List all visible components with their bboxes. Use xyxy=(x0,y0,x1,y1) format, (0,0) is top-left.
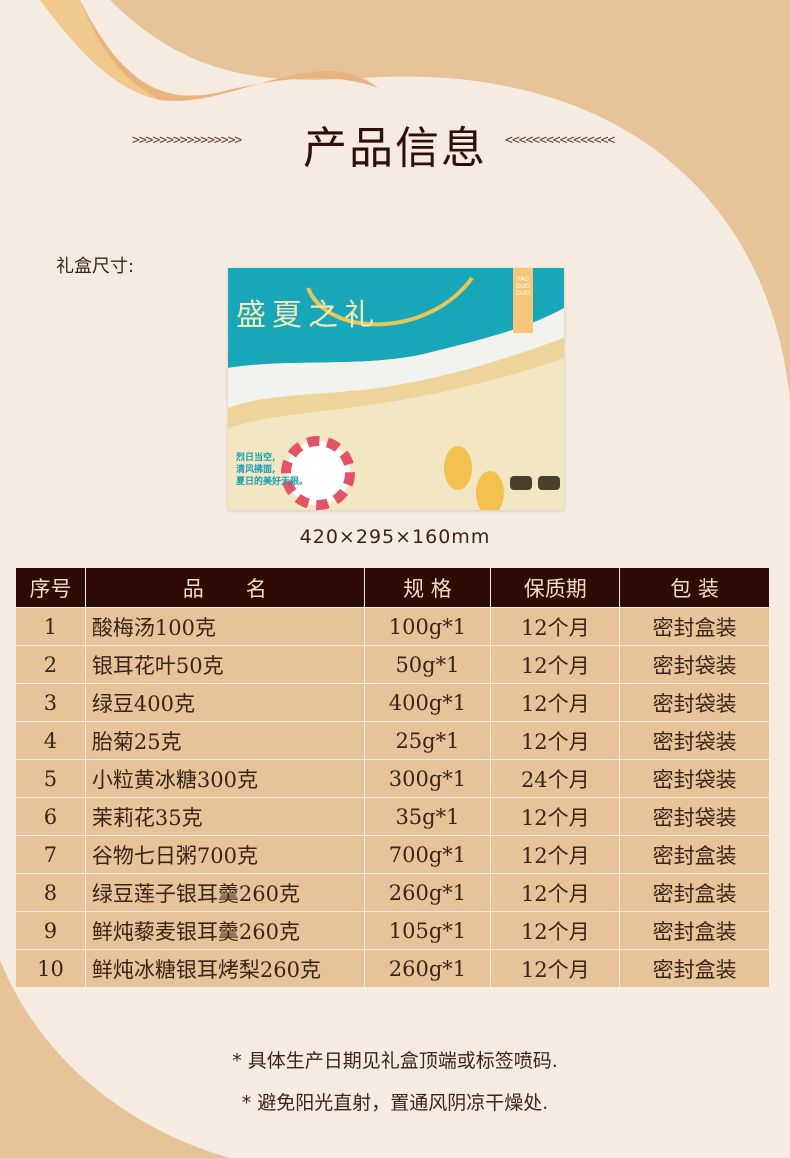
cell-packaging: 密封盒装 xyxy=(619,949,770,988)
cell-spec: 260g*1 xyxy=(363,873,492,912)
box-slogan: 烈日当空, 清风拂面, 夏日的美好无限。 xyxy=(236,453,309,487)
cell-packaging: 密封袋装 xyxy=(619,797,770,836)
cell-spec: 25g*1 xyxy=(363,721,492,760)
cell-index: 10 xyxy=(15,949,86,988)
table-row: 7 谷物七日粥700克 700g*1 12个月 密封盒装 xyxy=(15,835,770,874)
cell-index: 3 xyxy=(15,683,86,722)
table-row: 1 酸梅汤100克 100g*1 12个月 密封盒装 xyxy=(15,607,770,646)
box-brand-logo: YAO DUO DUO xyxy=(516,276,530,297)
cell-index: 6 xyxy=(15,797,86,836)
cell-name: 谷物七日粥700克 xyxy=(84,835,365,874)
cell-name: 绿豆莲子银耳羹260克 xyxy=(84,873,365,912)
cell-spec: 260g*1 xyxy=(363,949,492,988)
cell-index: 7 xyxy=(15,835,86,874)
note-production-date: * 具体生产日期见礼盒顶端或标签喷码. xyxy=(232,1050,558,1072)
cell-shelf-life: 12个月 xyxy=(490,797,621,836)
table-row: 8 绿豆莲子银耳羹260克 260g*1 12个月 密封盒装 xyxy=(15,873,770,912)
cell-index: 2 xyxy=(15,645,86,684)
header-index: 序号 xyxy=(15,567,86,608)
cell-shelf-life: 12个月 xyxy=(490,607,621,646)
table-row: 6 茉莉花35克 35g*1 12个月 密封袋装 xyxy=(15,797,770,836)
table-row: 4 胎菊25克 25g*1 12个月 密封袋装 xyxy=(15,721,770,760)
table-row: 3 绿豆400克 400g*1 12个月 密封袋装 xyxy=(15,683,770,722)
right-arrow-decoration: <<<<<<<<<<<<<<<< xyxy=(505,133,615,148)
table-row: 2 银耳花叶50克 50g*1 12个月 密封袋装 xyxy=(15,645,770,684)
cell-packaging: 密封袋装 xyxy=(619,759,770,798)
header-packaging: 包 装 xyxy=(619,567,770,608)
cell-spec: 700g*1 xyxy=(363,835,492,874)
cell-shelf-life: 12个月 xyxy=(490,645,621,684)
header-name: 品 名 xyxy=(84,567,365,608)
gift-box-image: 盛夏之礼 YAO DUO DUO 烈日当空, 清风拂面, 夏日的美好无限。 xyxy=(228,268,564,510)
cell-packaging: 密封盒装 xyxy=(619,835,770,874)
table-row: 10 鲜炖冰糖银耳烤梨260克 260g*1 12个月 密封盒装 xyxy=(15,949,770,988)
cell-packaging: 密封袋装 xyxy=(619,721,770,760)
cell-index: 4 xyxy=(15,721,86,760)
cell-shelf-life: 12个月 xyxy=(490,835,621,874)
table-row: 5 小粒黄冰糖300克 300g*1 24个月 密封袋装 xyxy=(15,759,770,798)
cell-index: 5 xyxy=(15,759,86,798)
cell-shelf-life: 24个月 xyxy=(490,759,621,798)
header-shelf-life: 保质期 xyxy=(490,567,621,608)
left-arrow-decoration: >>>>>>>>>>>>>>>> xyxy=(132,133,242,148)
cell-spec: 50g*1 xyxy=(363,645,492,684)
note-storage: * 避免阳光直射，置通风阴凉干燥处. xyxy=(241,1092,549,1114)
table-row: 9 鲜炖藜麦银耳羹260克 105g*1 12个月 密封盒装 xyxy=(15,911,770,950)
cell-name: 鲜炖冰糖银耳烤梨260克 xyxy=(84,949,365,988)
cell-shelf-life: 12个月 xyxy=(490,873,621,912)
cell-name: 鲜炖藜麦银耳羹260克 xyxy=(84,911,365,950)
cell-name: 绿豆400克 xyxy=(84,683,365,722)
cell-index: 9 xyxy=(15,911,86,950)
cell-shelf-life: 12个月 xyxy=(490,683,621,722)
cell-name: 酸梅汤100克 xyxy=(84,607,365,646)
cell-shelf-life: 12个月 xyxy=(490,911,621,950)
header-spec: 规 格 xyxy=(363,567,492,608)
cell-name: 胎菊25克 xyxy=(84,721,365,760)
cell-shelf-life: 12个月 xyxy=(490,721,621,760)
cell-shelf-life: 12个月 xyxy=(490,949,621,988)
cell-index: 8 xyxy=(15,873,86,912)
cell-name: 茉莉花35克 xyxy=(84,797,365,836)
cell-packaging: 密封盒装 xyxy=(619,607,770,646)
cell-packaging: 密封袋装 xyxy=(619,645,770,684)
cell-spec: 35g*1 xyxy=(363,797,492,836)
box-title-lettering: 盛夏之礼 xyxy=(236,298,380,333)
cell-name: 小粒黄冰糖300克 xyxy=(84,759,365,798)
cell-name: 银耳花叶50克 xyxy=(84,645,365,684)
cell-spec: 105g*1 xyxy=(363,911,492,950)
gift-box-size-label: 礼盒尺寸: xyxy=(56,256,135,277)
cell-spec: 100g*1 xyxy=(363,607,492,646)
page-title: 产品信息 xyxy=(303,123,487,174)
gift-box-dimensions: 420×295×160mm xyxy=(299,526,491,548)
cell-spec: 400g*1 xyxy=(363,683,492,722)
table-header-row: 序号 品 名 规 格 保质期 包 装 xyxy=(15,567,770,608)
cell-packaging: 密封袋装 xyxy=(619,683,770,722)
cell-packaging: 密封盒装 xyxy=(619,873,770,912)
product-table: 序号 品 名 规 格 保质期 包 装 1 酸梅汤100克 100g*1 12个月 密封盒… xyxy=(15,567,770,988)
cell-spec: 300g*1 xyxy=(363,759,492,798)
cell-packaging: 密封盒装 xyxy=(619,911,770,950)
cell-index: 1 xyxy=(15,607,86,646)
